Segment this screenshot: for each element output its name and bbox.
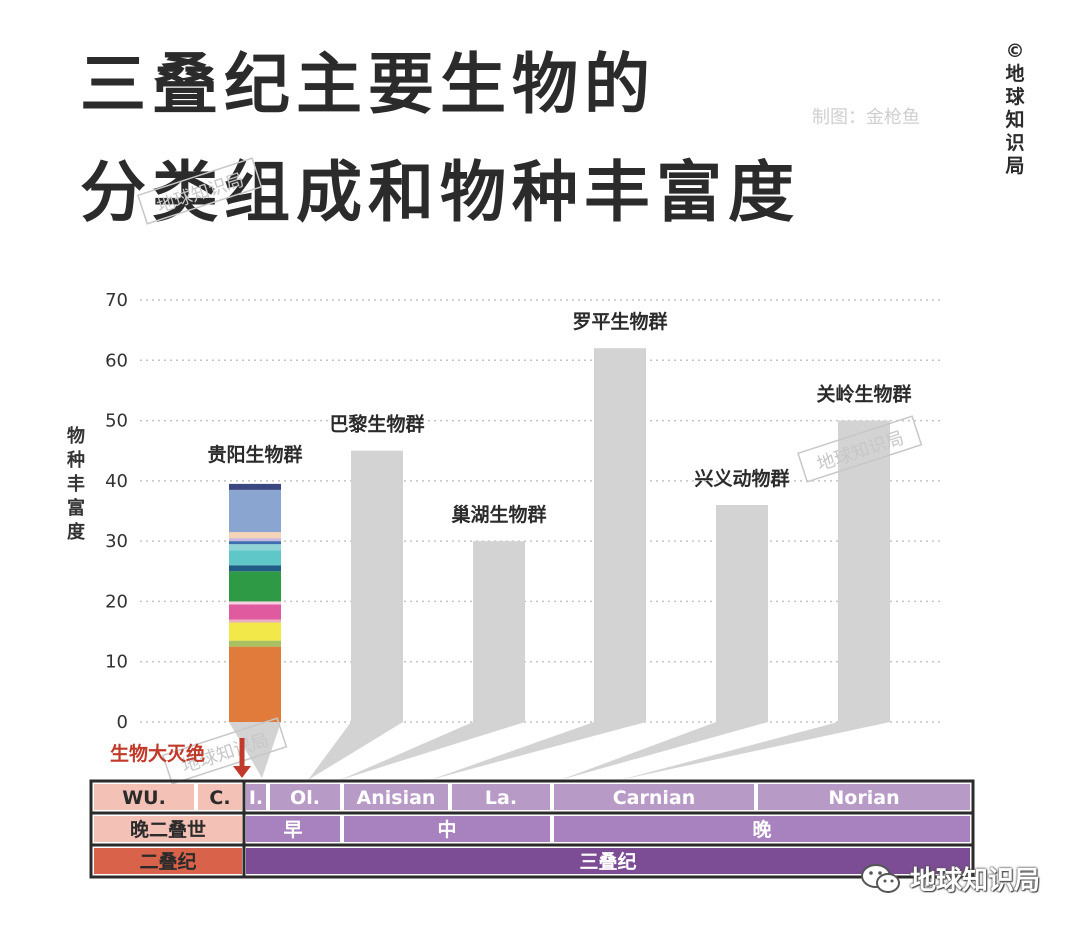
bar: [716, 504, 768, 722]
stage-label: Norian: [828, 787, 899, 809]
y-tick-label: 0: [117, 712, 128, 733]
stack-segment: [229, 489, 281, 533]
stage-cell: [94, 784, 194, 810]
stage-label: Anisian: [357, 787, 436, 809]
epoch-label: 中: [437, 818, 456, 841]
extinction-label: 生物大灭绝: [110, 742, 205, 765]
period-label: 三叠纪: [579, 850, 636, 873]
stack-segment: [229, 483, 281, 490]
stack-segment: [229, 601, 281, 605]
y-tick-label: 40: [105, 471, 128, 492]
stack-segment: [229, 619, 281, 623]
stack-segment: [229, 565, 281, 572]
copyright-text: ©地球知识局: [1005, 40, 1025, 177]
y-axis-label-char: 种: [66, 449, 85, 471]
epoch-cell: [246, 816, 340, 842]
stage-label: WU.: [122, 787, 166, 809]
stack-segment: [229, 550, 281, 566]
period-label: 二叠纪: [139, 850, 196, 873]
stage-cell: [246, 784, 266, 810]
y-tick-label: 30: [105, 531, 128, 552]
stack-segment: [229, 571, 281, 602]
y-axis-label-char: 度: [67, 521, 86, 543]
bar-connector: [430, 722, 646, 780]
stage-label: C.: [209, 787, 230, 809]
stage-cell: [270, 784, 340, 810]
epoch-label: 晚: [752, 818, 771, 841]
title-line-2: 分类组成和物种丰富度: [80, 154, 800, 231]
bar: [473, 541, 525, 722]
stage-cell: [198, 784, 242, 810]
brand-name: 地球知识局: [910, 866, 1041, 896]
stack-segment: [229, 541, 281, 545]
bar-connector: [620, 722, 890, 780]
y-axis-label-char: 物: [67, 425, 85, 447]
group-label: 罗平生物群: [572, 310, 667, 333]
credit-text: 制图：金枪鱼: [812, 107, 920, 128]
stage-cell: [554, 784, 754, 810]
stack-segment: [229, 604, 281, 620]
epoch-label: 早: [283, 819, 302, 841]
group-label: 兴义动物群: [694, 467, 789, 490]
group-label: 巴黎生物群: [329, 413, 424, 436]
bar: [594, 348, 646, 722]
stage-label: Ol.: [290, 787, 320, 809]
extinction-arrow-head: [233, 766, 251, 778]
bar-connector: [308, 722, 403, 780]
stage-label: Carnian: [613, 787, 696, 809]
y-axis-label-char: 丰: [67, 473, 85, 495]
epoch-cell: [344, 816, 550, 842]
bar-connector: [340, 722, 525, 780]
stage-label: La.: [485, 787, 517, 809]
stage-cell: [452, 784, 550, 810]
group-label: 巢湖生物群: [450, 503, 546, 526]
y-tick-label: 70: [105, 290, 128, 311]
group-label: 关岭生物群: [816, 383, 911, 406]
y-tick-label: 60: [105, 350, 128, 371]
y-axis-label-char: 富: [67, 497, 85, 519]
epoch-cell: [94, 816, 242, 842]
stack-segment: [229, 646, 281, 722]
stage-cell: [758, 784, 970, 810]
y-tick-label: 10: [105, 652, 128, 673]
group-label: 贵阳生物群: [207, 443, 302, 466]
stack-segment: [229, 622, 281, 641]
timescale-border: [89, 779, 975, 879]
bar: [838, 420, 890, 722]
wechat-icon: [861, 863, 900, 893]
stage-label: I.: [249, 787, 263, 809]
svg-text:地球知识局: 地球知识局: [154, 170, 246, 218]
stage-cell: [344, 784, 448, 810]
title-line-1: 三叠纪主要生物的: [80, 46, 656, 123]
y-tick-label: 50: [105, 411, 128, 432]
bar: [351, 450, 403, 722]
bar-connector: [560, 722, 768, 780]
stack-segment: [229, 640, 281, 647]
y-tick-label: 20: [105, 591, 128, 612]
epoch-cell: [554, 816, 970, 842]
watermark-stamp: 地球知识局: [137, 157, 263, 225]
period-cell: [94, 848, 242, 874]
brand-logo: 地球知识局: [860, 860, 1040, 897]
bar-connector: [229, 722, 281, 778]
epoch-label: 晚二叠世: [130, 818, 206, 841]
stack-segment: [229, 532, 281, 539]
stack-segment: [229, 538, 281, 542]
period-cell: [246, 848, 970, 874]
stack-segment: [229, 544, 281, 551]
